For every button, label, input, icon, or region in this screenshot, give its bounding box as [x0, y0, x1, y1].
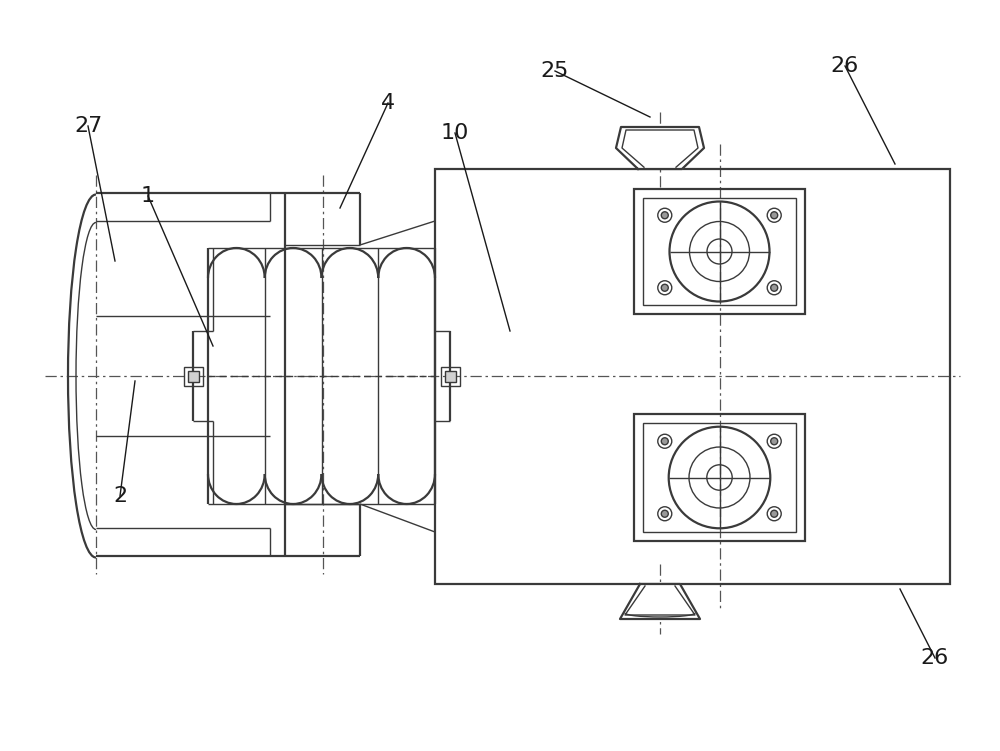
Circle shape: [771, 212, 778, 219]
Circle shape: [661, 510, 668, 517]
Text: 2: 2: [113, 486, 127, 506]
Text: 27: 27: [74, 116, 102, 136]
Text: 26: 26: [921, 648, 949, 668]
Bar: [188, 370, 198, 382]
Circle shape: [661, 438, 668, 445]
Bar: [184, 366, 202, 385]
Bar: [444, 370, 456, 382]
Text: 25: 25: [541, 61, 569, 81]
Circle shape: [771, 510, 778, 517]
Bar: [435, 169, 950, 584]
Text: 4: 4: [381, 93, 395, 113]
Bar: [643, 198, 796, 305]
Circle shape: [661, 212, 668, 219]
Circle shape: [771, 284, 778, 291]
Bar: [634, 414, 805, 541]
Text: 26: 26: [831, 56, 859, 76]
Polygon shape: [620, 584, 700, 619]
Bar: [634, 189, 805, 314]
Circle shape: [661, 284, 668, 291]
Text: 1: 1: [141, 186, 155, 206]
Polygon shape: [616, 127, 704, 169]
Circle shape: [771, 438, 778, 445]
Bar: [643, 423, 796, 532]
Bar: [440, 366, 460, 385]
Text: 10: 10: [441, 123, 469, 143]
